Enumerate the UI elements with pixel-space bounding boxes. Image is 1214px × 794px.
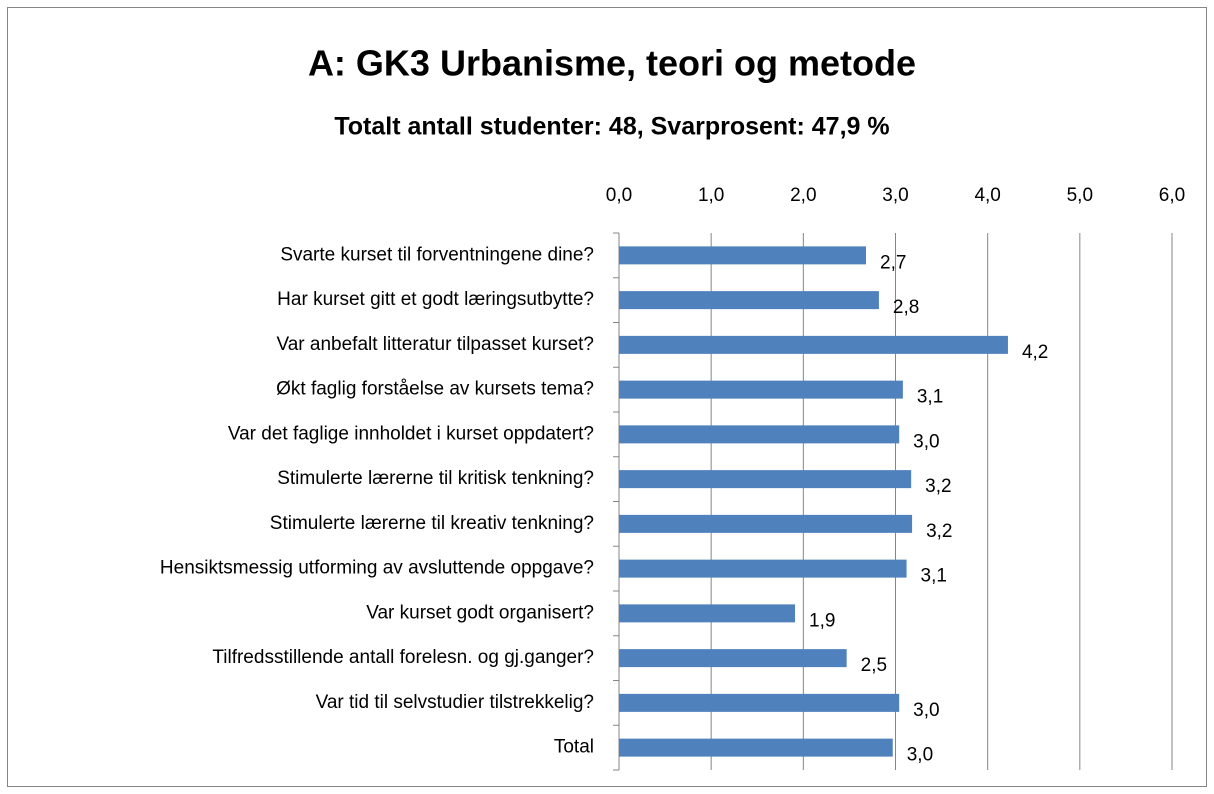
bar xyxy=(619,514,913,533)
value-label: 3,1 xyxy=(917,387,943,408)
bar xyxy=(619,693,900,712)
x-tick-label: 4,0 xyxy=(974,185,1000,206)
category-label: Var anbefalt litteratur tilpasset kurset… xyxy=(276,334,594,355)
value-label: 3,2 xyxy=(925,476,951,497)
bar xyxy=(619,470,912,489)
category-label: Total xyxy=(554,737,594,758)
value-label: 3,0 xyxy=(913,700,939,721)
bar xyxy=(619,649,847,668)
x-tick-label: 0,0 xyxy=(606,185,632,206)
category-label: Stimulerte lærerne til kritisk tenkning? xyxy=(277,468,594,489)
value-label: 3,0 xyxy=(913,431,939,452)
bar xyxy=(619,335,1008,354)
category-label: Har kurset gitt et godt læringsutbytte? xyxy=(277,289,594,310)
chart-border xyxy=(7,7,1207,787)
x-tick-label: 5,0 xyxy=(1067,185,1093,206)
value-label: 3,0 xyxy=(907,745,933,766)
category-label: Var tid til selvstudier tilstrekkelig? xyxy=(316,692,594,713)
category-label: Tilfredsstillende antall forelesn. og gj… xyxy=(212,647,594,668)
value-label: 4,2 xyxy=(1022,342,1048,363)
value-label: 2,5 xyxy=(861,655,887,676)
category-label: Økt faglig forståelse av kursets tema? xyxy=(276,379,594,400)
bar xyxy=(619,380,903,399)
bar xyxy=(619,291,879,310)
bar xyxy=(619,738,893,757)
bar xyxy=(619,559,907,578)
value-label: 3,2 xyxy=(926,521,952,542)
category-label: Stimulerte lærerne til kreativ tenkning? xyxy=(270,513,594,534)
value-label: 3,1 xyxy=(921,566,947,587)
chart-subtitle: Totalt antall studenter: 48, Svarprosent… xyxy=(334,113,889,141)
x-tick-label: 3,0 xyxy=(882,185,908,206)
bar xyxy=(619,246,867,265)
x-tick-label: 6,0 xyxy=(1159,185,1185,206)
chart-title: A: GK3 Urbanisme, teori og metode xyxy=(308,43,916,84)
value-label: 2,7 xyxy=(880,252,906,273)
category-label: Var det faglige innholdet i kurset oppda… xyxy=(228,423,594,444)
value-label: 1,9 xyxy=(809,610,835,631)
bar xyxy=(619,604,796,623)
category-label: Hensiktsmessig utforming av avsluttende … xyxy=(160,558,594,579)
bar xyxy=(619,425,900,444)
category-label: Svarte kurset til forventningene dine? xyxy=(280,244,594,265)
value-label: 2,8 xyxy=(893,297,919,318)
category-label: Var kurset godt organisert? xyxy=(366,602,594,623)
x-tick-label: 1,0 xyxy=(698,185,724,206)
x-tick-label: 2,0 xyxy=(790,185,816,206)
